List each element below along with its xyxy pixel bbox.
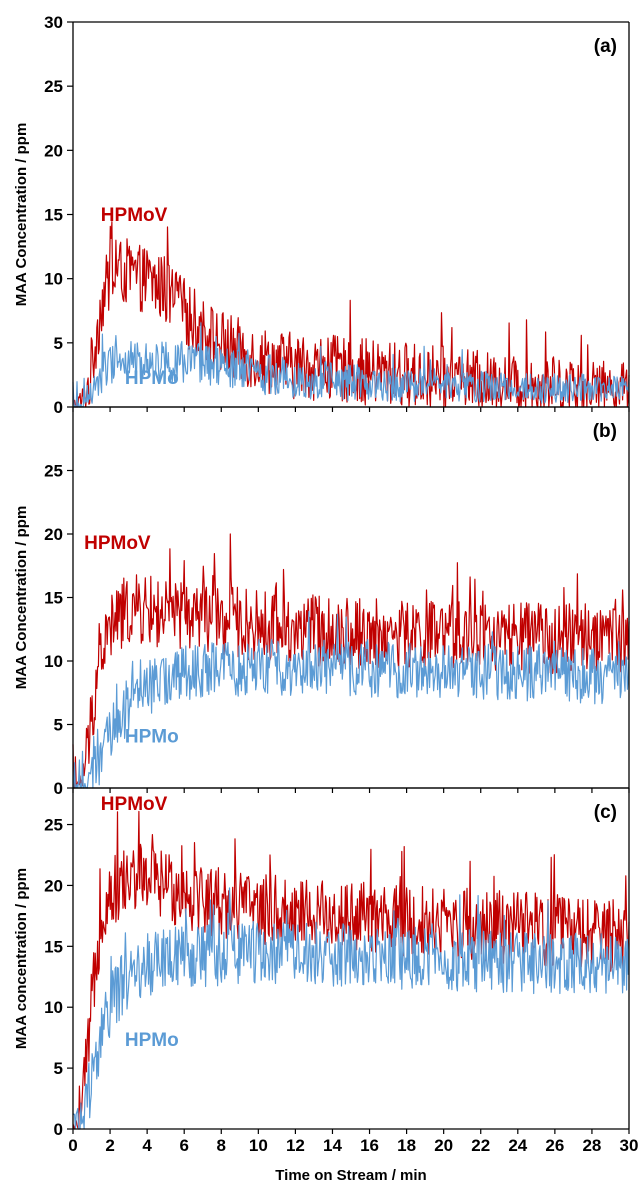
x-tick-label: 20 — [434, 1136, 453, 1155]
x-tick-label: 2 — [105, 1136, 114, 1155]
x-tick-label: 0 — [68, 1136, 77, 1155]
series-line-hpmo — [72, 322, 630, 408]
series-line-hpmov — [72, 533, 630, 789]
y-tick-label: 25 — [44, 816, 63, 835]
x-tick-label: 26 — [545, 1136, 564, 1155]
series-label-hpmo: HPMo — [125, 368, 179, 389]
y-tick-label: 20 — [44, 525, 63, 544]
y-tick-label: 5 — [54, 334, 63, 353]
series-label-hpmo: HPMo — [125, 1030, 179, 1051]
x-tick-label: 28 — [582, 1136, 601, 1155]
y-tick-label: 10 — [44, 998, 63, 1017]
y-tick-label: 15 — [44, 589, 63, 608]
y-tick-label: 0 — [54, 1120, 63, 1139]
y-tick-label: 25 — [44, 462, 63, 481]
series-line-hpmo — [72, 887, 630, 1130]
x-tick-label: 8 — [217, 1136, 226, 1155]
x-tick-label: 24 — [508, 1136, 527, 1155]
x-tick-label: 30 — [620, 1136, 639, 1155]
x-tick-label: 22 — [471, 1136, 490, 1155]
x-tick-label: 4 — [142, 1136, 152, 1155]
panel-c: 0 5 10 15 20 25 MAA concentration / ppm (c) HPMo… — [13, 787, 630, 1139]
y-tick-label: 20 — [44, 141, 63, 160]
panel-a: 0 5 10 15 20 25 30 MAA Concentration / ppm (a) HP… — [13, 13, 630, 417]
x-tick-label: 18 — [397, 1136, 416, 1155]
series-label-hpmov: HPMoV — [101, 205, 168, 226]
y-tick-label: 15 — [44, 937, 63, 956]
y-tick-label: 0 — [54, 398, 63, 417]
y-tick-label: 15 — [44, 206, 63, 225]
y-tick-label: 5 — [54, 716, 63, 735]
x-tick-label: 16 — [360, 1136, 379, 1155]
y-axis-title: MAA concentration / ppm — [13, 868, 30, 1049]
y-axis-title: MAA Concentration / ppm — [13, 506, 30, 690]
panel-tag: (b) — [593, 421, 617, 442]
y-tick-label: 5 — [54, 1059, 63, 1078]
y-tick-label: 0 — [54, 779, 63, 798]
y-axis-title: MAA Concentration / ppm — [13, 123, 30, 307]
series-label-hpmov: HPMoV — [84, 533, 151, 554]
y-tick-label: 20 — [44, 876, 63, 895]
panel-b: 0 5 10 15 20 25 MAA Concentration / ppm (b) HPMo… — [13, 406, 630, 798]
series-label-hpmov: HPMoV — [101, 794, 168, 815]
y-tick-label: 30 — [44, 13, 63, 32]
series-label-hpmo: HPMo — [125, 726, 179, 747]
panel-tag: (a) — [594, 36, 617, 57]
x-tick-label: 12 — [286, 1136, 305, 1155]
x-axis-title: Time on Stream / min — [275, 1167, 426, 1184]
panel-tag: (c) — [594, 802, 617, 823]
series-line-hpmo — [72, 610, 630, 789]
y-tick-label: 25 — [44, 77, 63, 96]
series-line-hpmov — [72, 810, 630, 1130]
x-tick-label: 6 — [179, 1136, 188, 1155]
y-tick-label: 10 — [44, 270, 63, 289]
x-tick-label: 14 — [323, 1136, 342, 1155]
y-tick-label: 10 — [44, 652, 63, 671]
x-tick-label: 10 — [249, 1136, 268, 1155]
